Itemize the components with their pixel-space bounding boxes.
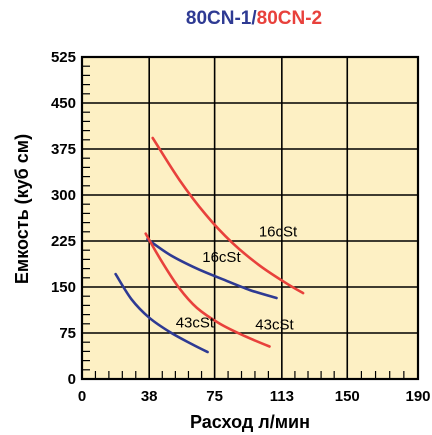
curve-series-2-43cst <box>144 232 271 348</box>
curve-series-1-16cst <box>146 237 278 300</box>
y-tick-label-375: 375 <box>51 141 76 158</box>
x-tick-labels: 0 38 75 113 150 190 <box>78 388 431 405</box>
curve-series-2-16cst <box>151 136 305 295</box>
curve-series-1-43cst <box>114 272 209 354</box>
annotations: 16cSt 16cSt 43cSt 43cSt <box>176 224 298 334</box>
curves <box>114 136 305 354</box>
y-tick-labels: 0 75 150 225 300 375 450 525 <box>51 49 76 388</box>
x-tick-label-75: 75 <box>206 388 223 405</box>
x-tick-label-190: 190 <box>405 388 430 405</box>
chart-title: 80CN-1/80CN-2 <box>186 8 322 29</box>
y-tick-label-150: 150 <box>51 279 76 296</box>
x-tick-label-0: 0 <box>78 388 86 405</box>
minor-ticks <box>82 65 405 379</box>
y-tick-label-225: 225 <box>51 233 76 250</box>
chart-title-separator: / <box>251 8 257 29</box>
y-tick-label-525: 525 <box>51 49 76 66</box>
x-tick-label-38: 38 <box>141 388 158 405</box>
x-tick-label-113: 113 <box>270 388 294 405</box>
curve-annotation-2: 16cSt <box>202 249 241 266</box>
y-tick-label-450: 450 <box>51 95 76 112</box>
chart-title-series-2: 80CN-2 <box>257 8 322 29</box>
y-axis-label: Емкость (куб см) <box>12 134 32 284</box>
y-tick-label-75: 75 <box>59 325 76 342</box>
plot-frame <box>80 55 420 381</box>
y-tick-label-0: 0 <box>68 371 76 388</box>
x-axis-label: Расход л/мин <box>190 412 310 432</box>
curve-annotation-3: 43cSt <box>176 314 215 331</box>
y-tick-label-300: 300 <box>51 187 76 204</box>
curve-annotation-1: 16cSt <box>259 224 298 241</box>
x-tick-label-150: 150 <box>335 388 360 405</box>
curve-annotation-4: 43cSt <box>255 316 294 333</box>
chart-title-series-1: 80CN-1 <box>186 8 252 29</box>
plot-area <box>82 57 418 379</box>
